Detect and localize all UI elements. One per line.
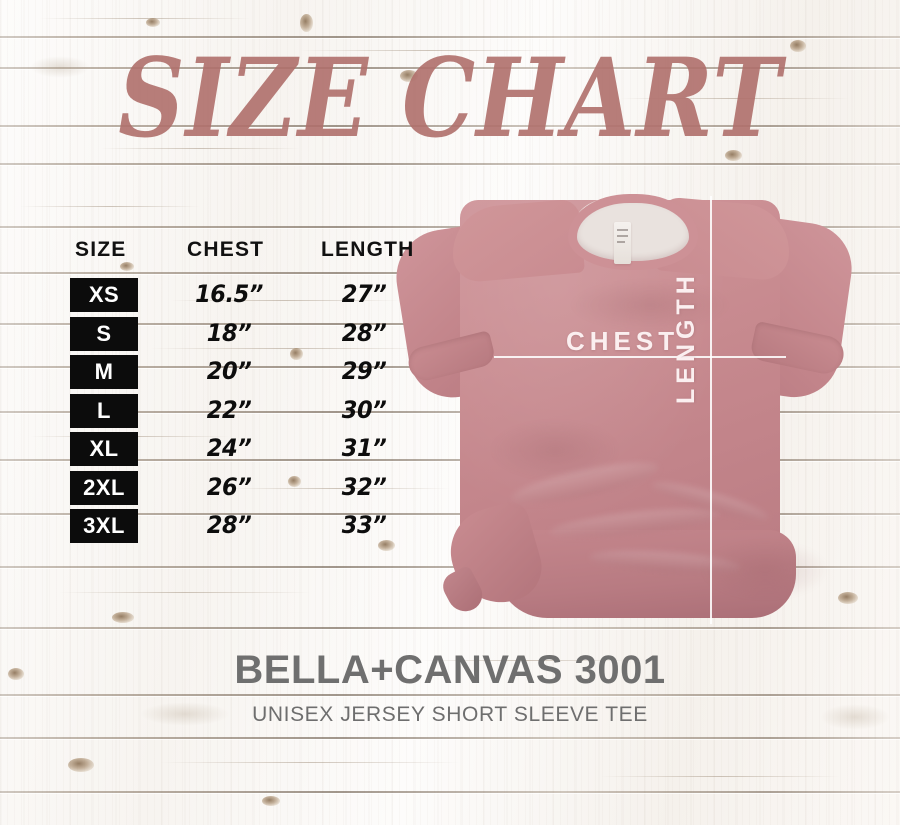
fabric-shadow [570, 280, 730, 330]
length-measure-label: LENGTH [672, 271, 700, 404]
chest-value: 24” [206, 434, 252, 462]
chest-measure-label: CHEST [566, 326, 680, 356]
size-badge-label: M [94, 359, 114, 384]
chest-value: 18” [206, 318, 252, 347]
plank-seam [0, 566, 900, 568]
tshirt-hem [496, 530, 796, 618]
column-header-size: SIZE [75, 238, 127, 261]
wood-grain [60, 592, 310, 593]
wood-grain [20, 206, 200, 207]
size-badge-label: XS [88, 282, 120, 307]
wood-grain [620, 98, 850, 99]
length-measure-line [710, 196, 712, 624]
plank-seam [0, 67, 900, 69]
product-photo-tshirt [389, 170, 900, 650]
wood-grain [420, 660, 630, 661]
wood-knot [790, 40, 806, 52]
wood-knot [300, 14, 313, 32]
chest-value: 16.5” [195, 280, 263, 308]
plank-seam [0, 226, 900, 228]
size-badge: L [70, 393, 138, 428]
plank-seam [0, 737, 900, 739]
plank-seam [0, 513, 900, 515]
chest-value: 20” [206, 357, 252, 385]
wood-knot [290, 348, 303, 360]
wood-knot [838, 592, 858, 604]
length-value: 27” [341, 280, 387, 308]
table-header-row: SIZE CHEST LENGTH [0, 238, 440, 268]
wood-grain [100, 148, 300, 149]
size-chart-table: SIZE CHEST LENGTH XS 16.5” 27” S 18” 28” M 20” 2… [0, 238, 440, 548]
table-row: L 22” 30” [0, 393, 440, 433]
table-row: 2XL 26” 32” [0, 470, 440, 510]
wood-knot [378, 540, 395, 551]
size-badge: M [70, 355, 138, 389]
size-badge: 3XL [70, 509, 138, 543]
chest-value: 28” [206, 511, 252, 539]
length-value: 31” [341, 434, 387, 462]
wood-knot [725, 150, 742, 161]
wood-scuff [140, 702, 230, 726]
wood-knot [400, 70, 418, 82]
wood-grain [160, 762, 460, 763]
chest-measure-line [494, 356, 786, 358]
plank-seam [0, 411, 900, 413]
plank-seam [0, 125, 900, 127]
column-header-chest: CHEST [187, 238, 265, 261]
length-value: 30” [341, 395, 387, 424]
page-title: SIZE CHART [118, 34, 782, 162]
column-header-length: LENGTH [321, 238, 415, 261]
wood-scuff [820, 704, 890, 730]
size-badge: XL [70, 432, 138, 466]
table-row: XL 24” 31” [0, 432, 440, 471]
length-value: 29” [341, 357, 387, 385]
length-value: 28” [341, 318, 387, 347]
plank-seam [0, 36, 900, 38]
brand-name: BELLA+CANVAS 3001 [234, 648, 666, 692]
wood-grain [300, 50, 560, 51]
tshirt-illustration [389, 170, 900, 650]
wood-knot [262, 796, 280, 806]
size-badge-label: XL [89, 436, 119, 461]
wood-knot [68, 758, 94, 772]
size-badge-label: S [96, 320, 112, 346]
table-row: M 20” 29” [0, 355, 440, 394]
product-tagline: UNISEX JERSEY SHORT SLEEVE TEE [252, 703, 648, 726]
size-badge-label: 2XL [83, 474, 125, 500]
plank-seam [0, 459, 900, 461]
plank-seam [0, 694, 900, 696]
chest-value: 22” [206, 395, 252, 424]
wood-grain [600, 776, 840, 777]
length-value: 32” [341, 472, 387, 501]
size-badge-label: L [97, 397, 111, 423]
table-row: XS 16.5” 27” [0, 278, 440, 317]
chest-value: 26” [206, 472, 252, 501]
table-row: S 18” 28” [0, 316, 440, 356]
wood-scuff [30, 56, 90, 78]
size-badge: S [70, 316, 138, 351]
table-row: 3XL 28” 33” [0, 509, 440, 548]
fabric-shadow [700, 540, 830, 600]
tshirt-collar [568, 194, 698, 270]
table-body: XS 16.5” 27” S 18” 28” M 20” 29” L 22” 30” XL 24” 31” 2… [0, 278, 440, 548]
wood-knot [146, 18, 160, 27]
wood-grain [230, 488, 450, 489]
plank-seam [0, 163, 900, 165]
wood-grain [170, 300, 400, 301]
wood-knot [8, 668, 24, 680]
wood-grain [150, 348, 430, 349]
tshirt-neck-label [614, 222, 631, 264]
wood-knot [288, 476, 301, 487]
size-badge-label: 3XL [83, 513, 125, 538]
length-value: 33” [341, 511, 387, 539]
plank-seam [0, 791, 900, 793]
fabric-shadow [490, 420, 620, 480]
wood-grain [40, 18, 250, 19]
wood-knot [112, 612, 134, 623]
wood-knot [120, 262, 134, 271]
size-badge: XS [70, 278, 138, 312]
size-badge: 2XL [70, 470, 138, 505]
plank-seam [0, 627, 900, 629]
